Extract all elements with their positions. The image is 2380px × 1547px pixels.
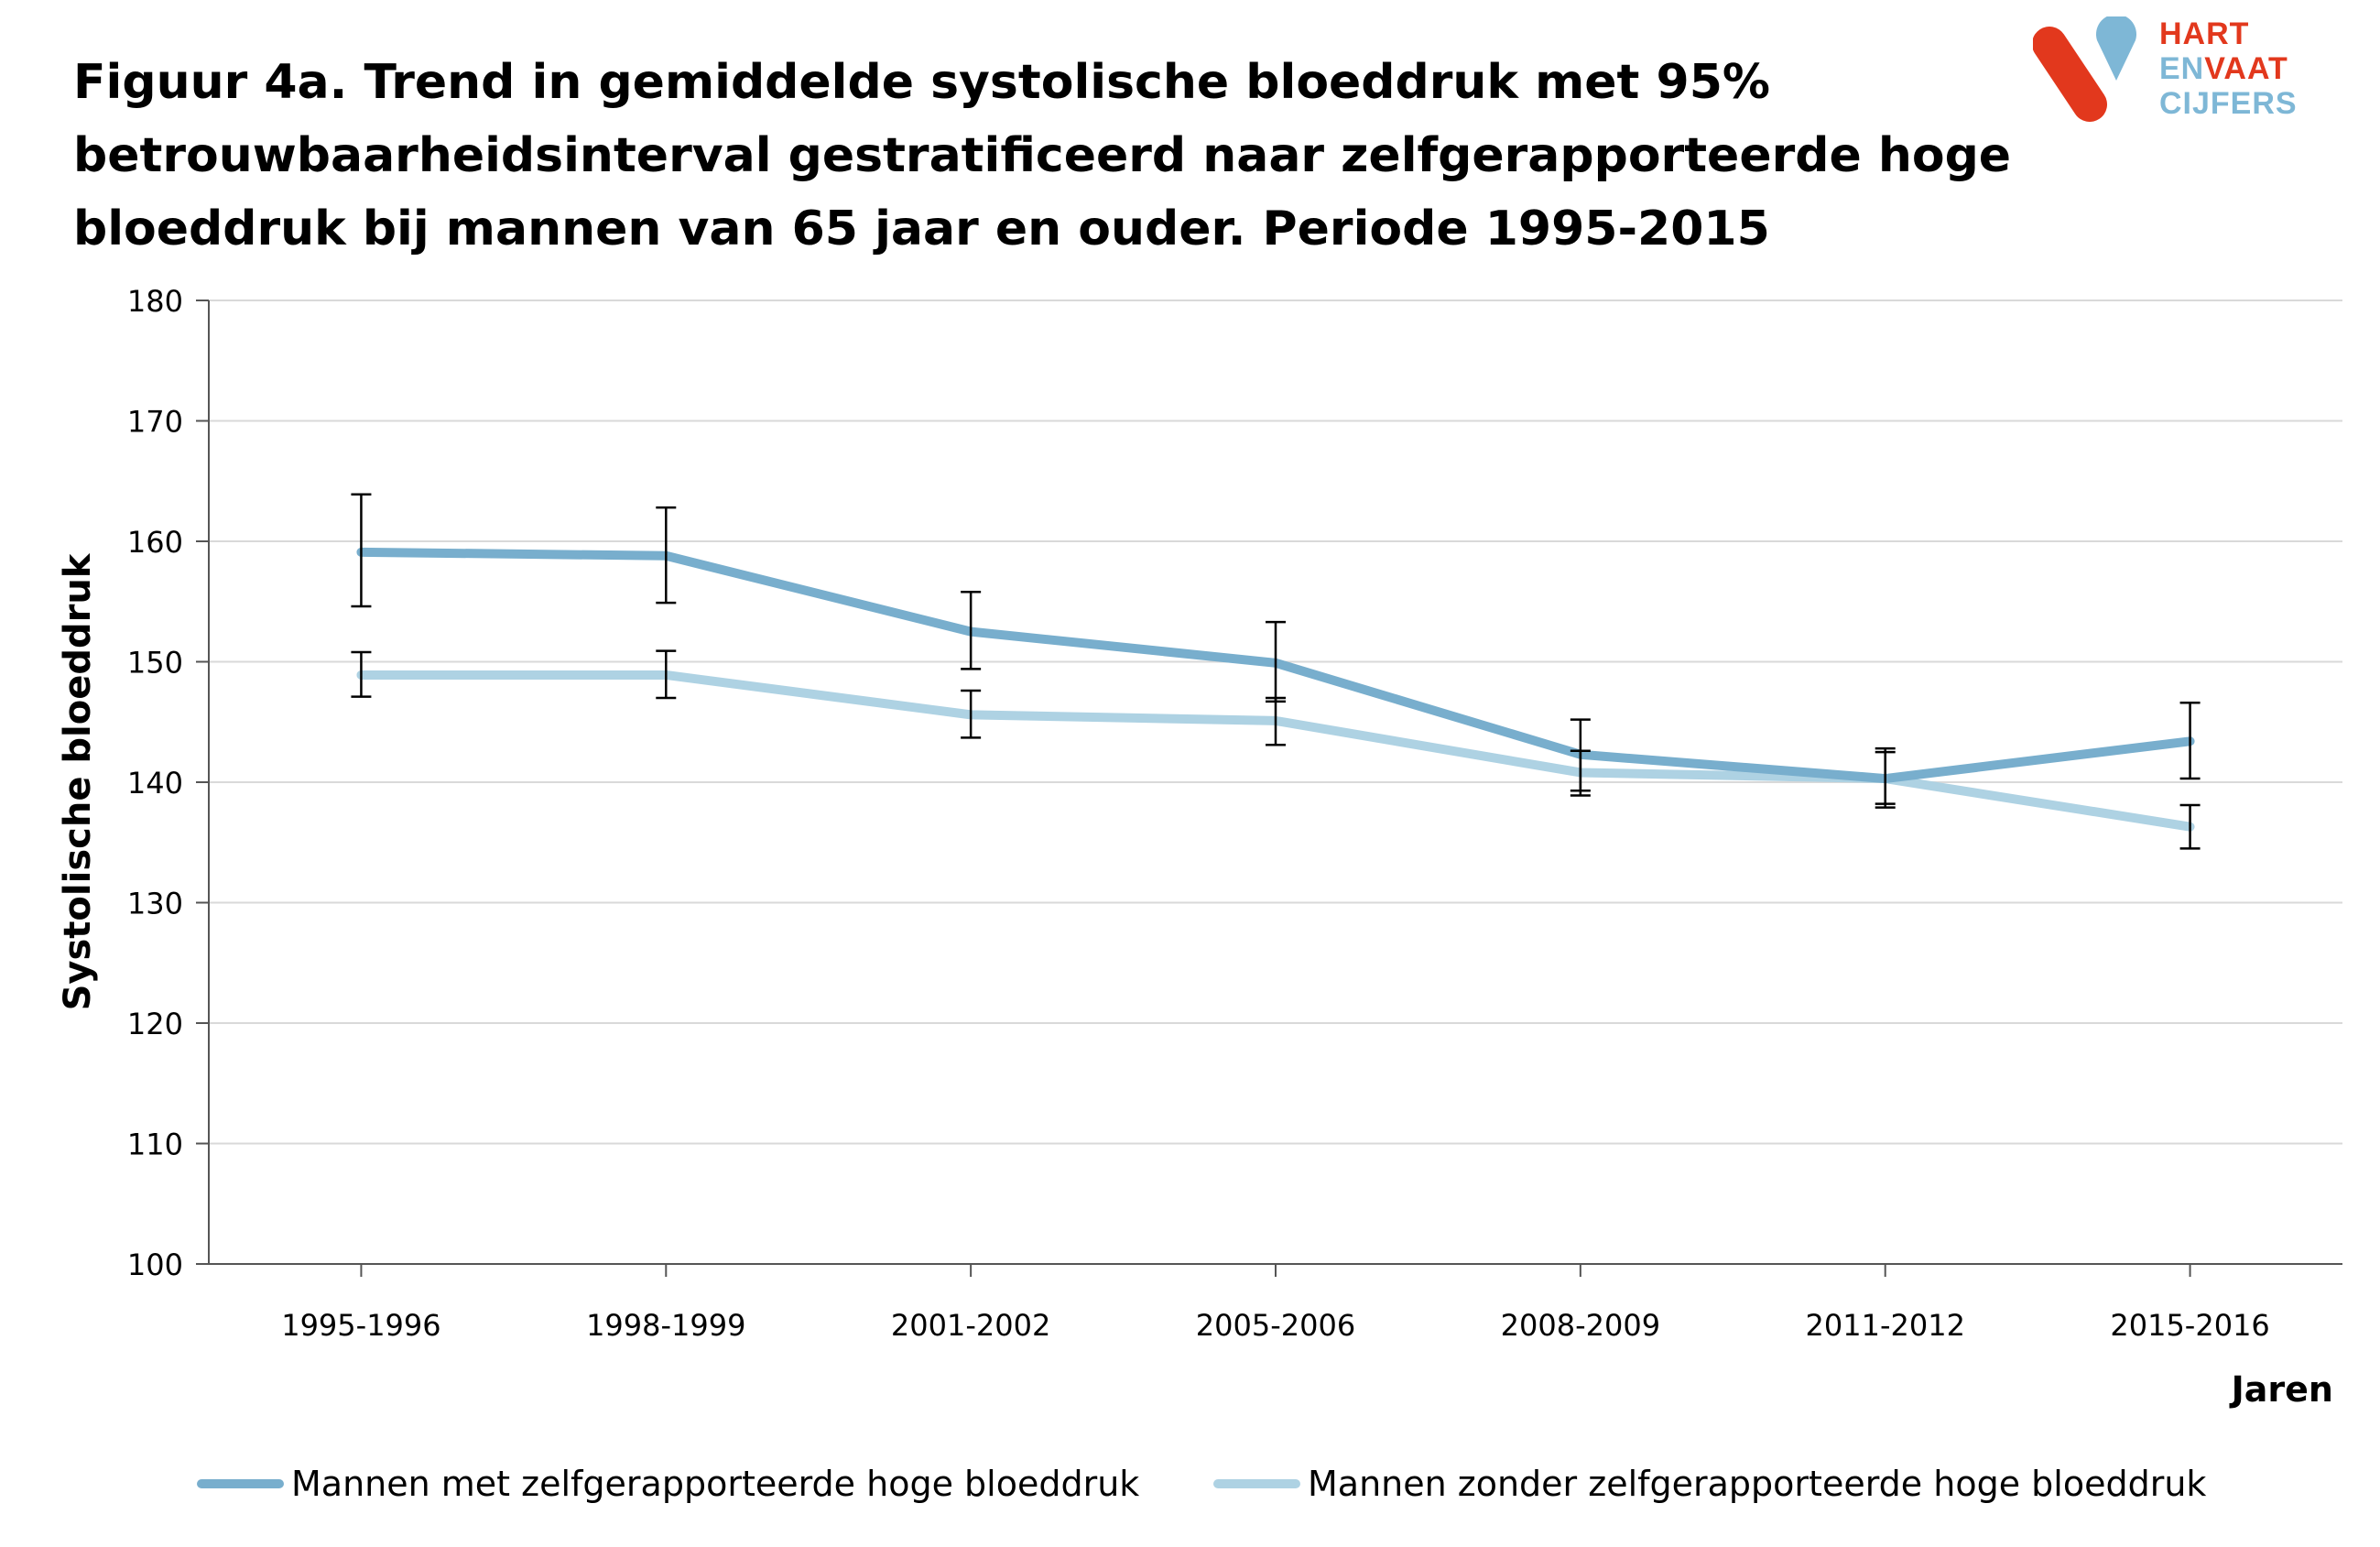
- logo-line-1: HART: [2159, 16, 2250, 51]
- x-axis-title: Jaren: [2229, 1369, 2333, 1410]
- y-tick-label-110: 110: [127, 1128, 183, 1162]
- legend-item-1: Mannen met zelfgerapporteerde hoge bloed…: [197, 1456, 1139, 1511]
- logo-line-2: ENVAAT: [2159, 51, 2298, 86]
- title-line-1: Figuur 4a. Trend in gemiddelde systolisc…: [73, 55, 1770, 110]
- y-tick-label-130: 130: [127, 887, 183, 921]
- chart-legend: Mannen met zelfgerapporteerde hoge bloed…: [197, 1456, 2303, 1511]
- y-tick-label-120: 120: [127, 1007, 183, 1041]
- logo-line-3: CIJFERS: [2159, 86, 2298, 121]
- logo-heart-icon: [2032, 14, 2136, 122]
- x-tick-label-2011-2012: 2011-2012: [1806, 1308, 1965, 1343]
- logo-red-stroke: [2032, 27, 2107, 122]
- y-axis-title: Systolische bloeddruk: [57, 552, 99, 1010]
- title-line-2: betrouwbaarheidsinterval gestratificeerd…: [73, 128, 2012, 183]
- legend-swatch-2: [1213, 1479, 1300, 1488]
- chart-title: Figuur 4a. Trend in gemiddelde systolisc…: [73, 46, 2012, 266]
- legend-swatch-1: [197, 1479, 284, 1488]
- legend-label-1: Mannen met zelfgerapporteerde hoge bloed…: [291, 1464, 1140, 1504]
- y-tick-label-180: 180: [127, 284, 183, 319]
- title-line-3: bloeddruk bij mannen van 65 jaar en oude…: [73, 202, 1770, 256]
- logo-blue-drop: [2096, 14, 2136, 82]
- logo-line-2b: VAAT: [2204, 51, 2288, 86]
- x-tick-label-1998-1999: 1998-1999: [586, 1308, 745, 1343]
- x-tick-label-2008-2009: 2008-2009: [1501, 1308, 1660, 1343]
- y-tick-label-170: 170: [127, 405, 183, 440]
- logo-line-2a: EN: [2159, 51, 2205, 86]
- y-tick-label-100: 100: [127, 1247, 183, 1282]
- legend-label-2: Mannen zonder zelfgerapporteerde hoge bl…: [1308, 1464, 2207, 1504]
- x-tick-label-2015-2016: 2015-2016: [2110, 1308, 2269, 1343]
- logo-text: HART ENVAAT CIJFERS: [2159, 16, 2298, 121]
- x-tick-label-1995-1996: 1995-1996: [281, 1308, 440, 1343]
- legend-item-2: Mannen zonder zelfgerapporteerde hoge bl…: [1213, 1456, 2206, 1511]
- y-tick-label-150: 150: [127, 646, 183, 681]
- x-tick-label-2001-2002: 2001-2002: [891, 1308, 1050, 1343]
- x-tick-label-2005-2006: 2005-2006: [1196, 1308, 1355, 1343]
- y-tick-label-160: 160: [127, 525, 183, 560]
- hartenvaatcijfers-logo: HART ENVAAT CIJFERS: [2032, 14, 2335, 126]
- y-tick-label-140: 140: [127, 766, 183, 801]
